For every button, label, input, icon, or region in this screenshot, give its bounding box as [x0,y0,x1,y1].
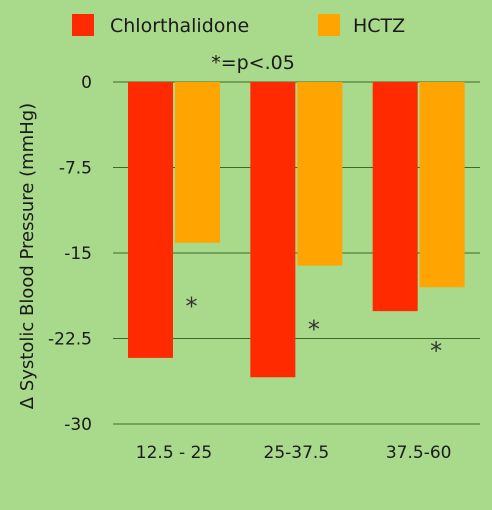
legend-label-hctz: HCTZ [353,15,405,37]
bar-chlorthalidone [128,82,173,358]
bar-chlorthalidone [372,82,418,312]
bar-hctz [297,82,343,266]
y-axis-title: Δ Systolic Blood Pressure (mmHg) [17,103,38,409]
y-tick-label: -30 [64,415,92,435]
y-tick-label: -15 [64,244,92,264]
y-tick-label: -7.5 [59,159,92,179]
x-tick-label: 12.5 - 25 [136,443,212,463]
x-tick-label: 37.5-60 [386,443,452,463]
bar-hctz [419,82,465,288]
significance-marker: * [430,337,442,365]
x-tick-label: 25-37.5 [264,443,330,463]
significance-marker: * [308,316,320,344]
y-tick-label: -22.5 [48,330,92,350]
y-tick-label: 0 [81,73,92,93]
legend-swatch-hctz [318,14,340,36]
bar-chlorthalidone [250,82,296,378]
significance-note: *=p<.05 [211,52,295,74]
significance-marker: * [186,293,198,321]
legend-swatch-chlorthalidone [72,14,94,36]
legend-label-chlorthalidone: Chlorthalidone [110,15,249,37]
bar-hctz [175,82,220,243]
